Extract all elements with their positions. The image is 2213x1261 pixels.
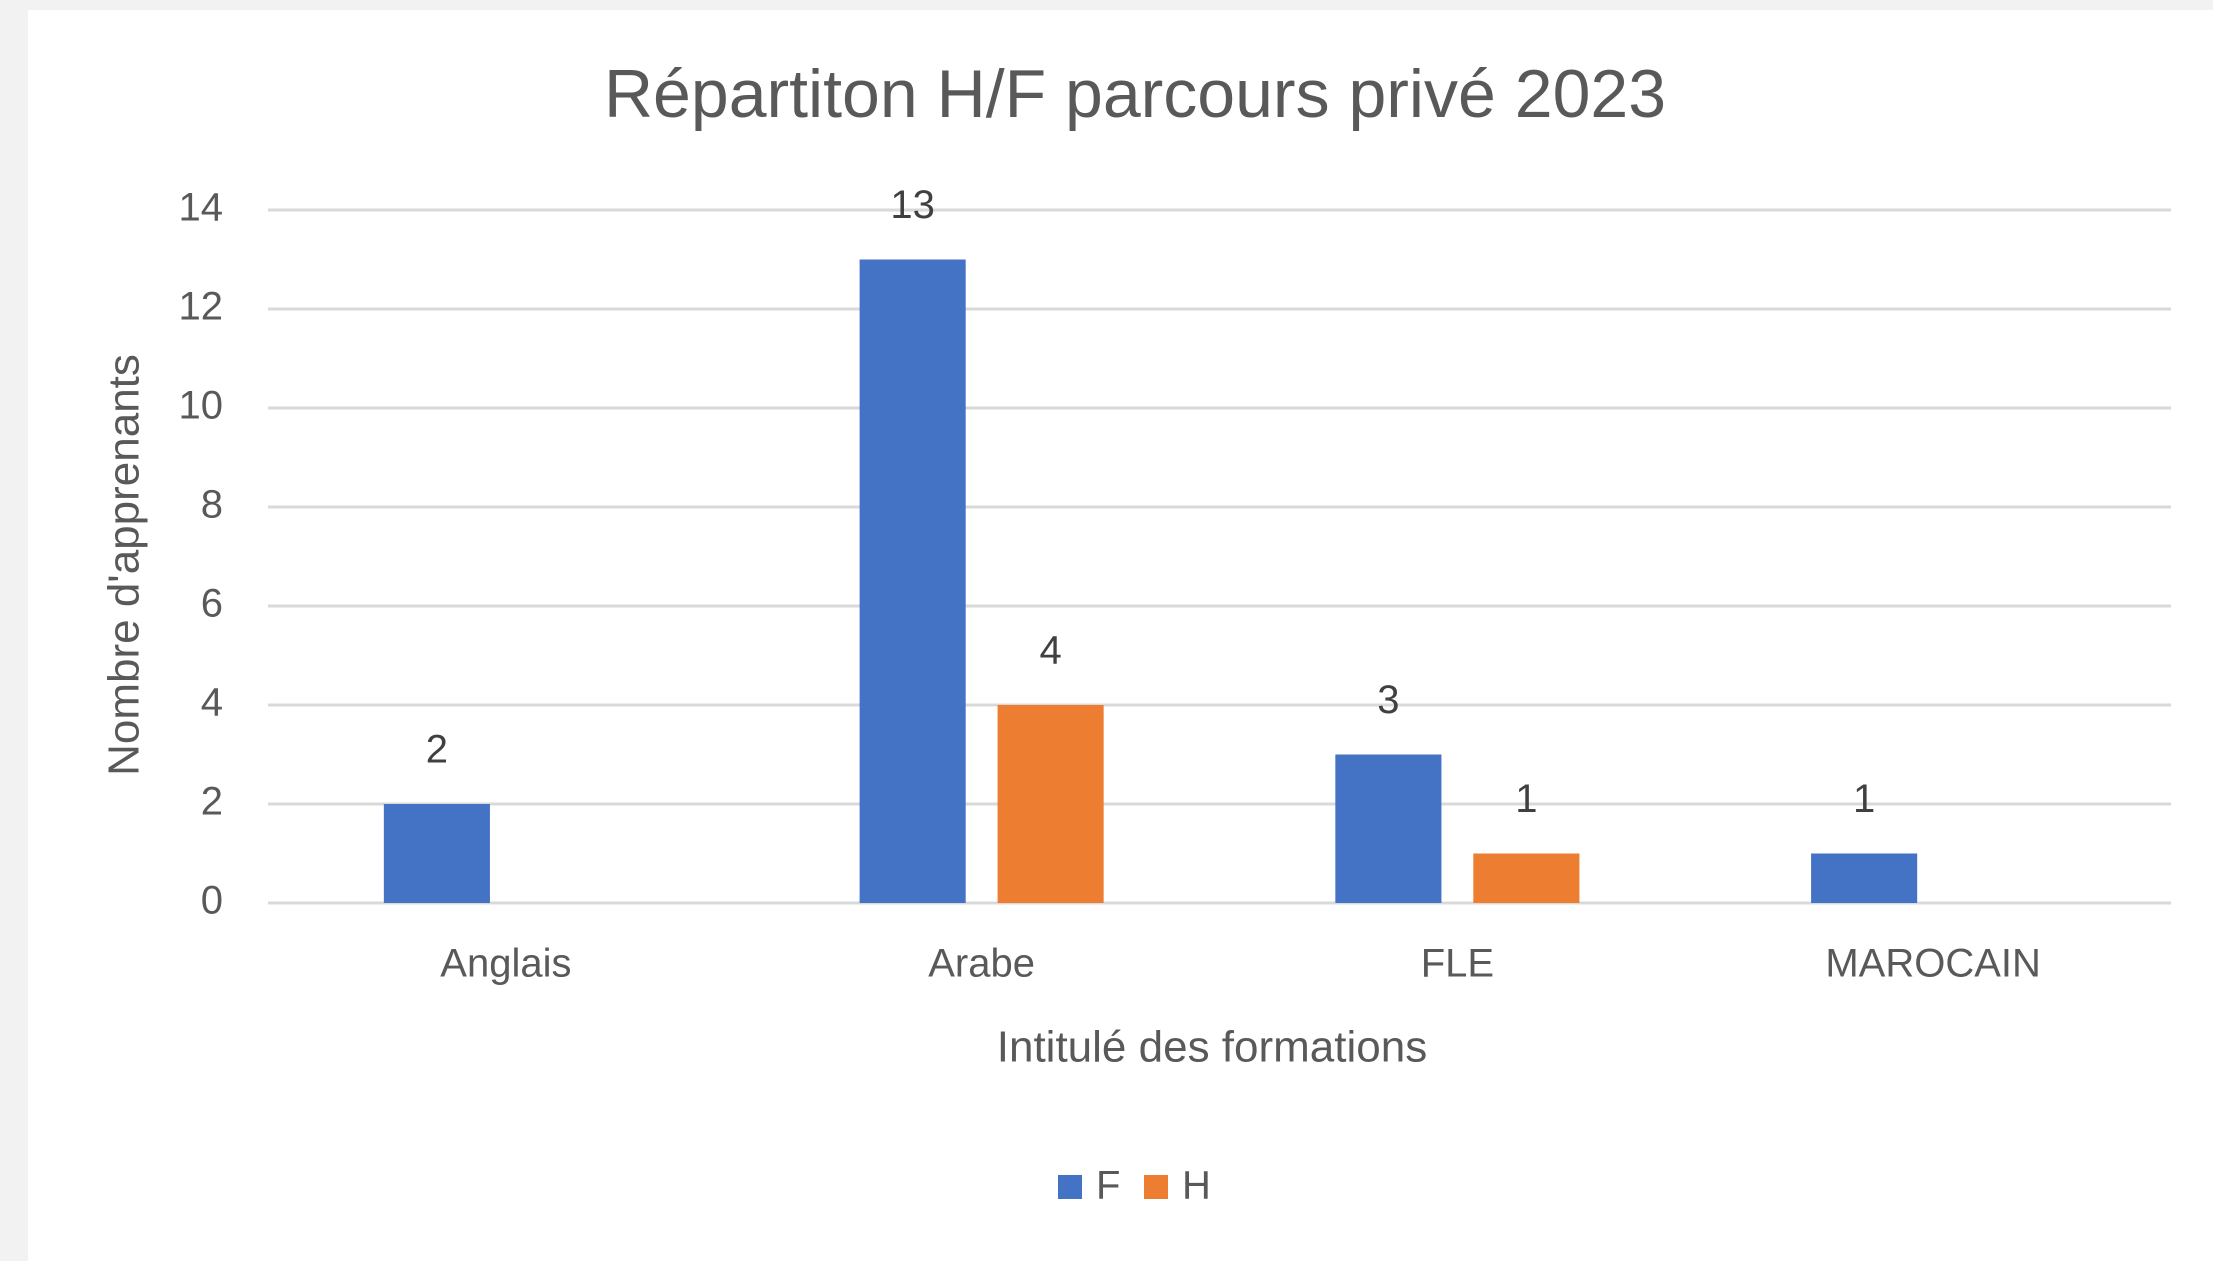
x-tick-label: MAROCAIN xyxy=(1825,942,2041,986)
bar xyxy=(997,705,1104,903)
x-axis-label: Intitulé des formations xyxy=(997,1023,1427,1072)
data-label: 3 xyxy=(1377,678,1399,722)
chart-title: Répartiton H/F parcours privé 2023 xyxy=(604,56,1666,132)
bar xyxy=(383,804,490,903)
data-label: 1 xyxy=(1853,777,1875,821)
data-label: 1 xyxy=(1515,777,1537,821)
bar xyxy=(1473,853,1580,903)
y-tick-label: 2 xyxy=(201,780,223,824)
y-tick-label: 12 xyxy=(179,285,224,329)
y-tick-label: 8 xyxy=(201,483,223,527)
data-label: 4 xyxy=(1039,629,1061,673)
y-tick-label: 10 xyxy=(179,384,224,428)
legend-label: F xyxy=(1096,1164,1120,1208)
y-tick-label: 4 xyxy=(201,681,223,725)
y-axis-label: Nombre d'apprenants xyxy=(100,354,149,776)
legend-swatch xyxy=(1058,1175,1082,1199)
chart-area xyxy=(28,10,2213,1261)
legend-swatch xyxy=(1144,1175,1168,1199)
bar xyxy=(1811,853,1918,903)
bar xyxy=(1335,754,1442,903)
y-tick-label: 14 xyxy=(179,186,224,230)
legend-label: H xyxy=(1182,1164,1211,1208)
x-tick-label: FLE xyxy=(1421,942,1494,986)
y-tick-label: 6 xyxy=(201,582,223,626)
data-label: 2 xyxy=(426,728,448,772)
x-tick-label: Arabe xyxy=(928,942,1035,986)
data-label: 13 xyxy=(890,183,935,227)
bar xyxy=(859,259,966,903)
x-tick-label: Anglais xyxy=(440,942,571,986)
y-tick-label: 0 xyxy=(201,879,223,923)
